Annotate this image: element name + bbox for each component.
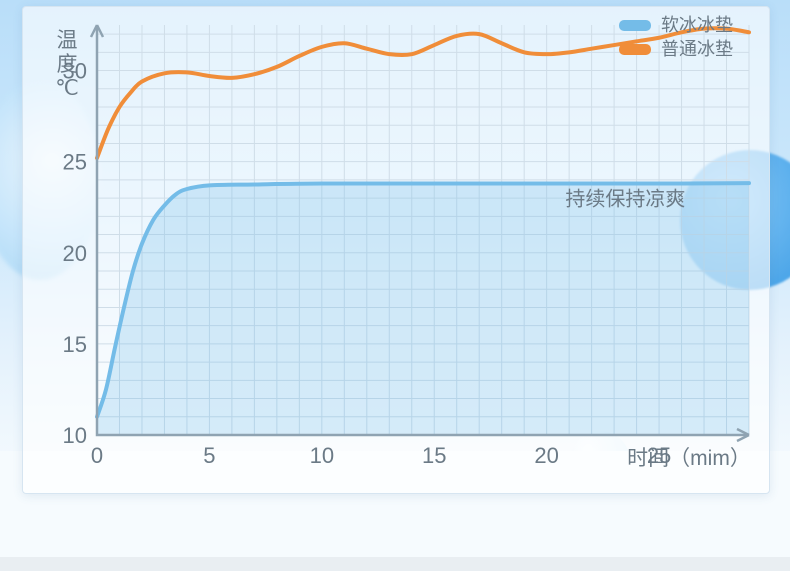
legend-label: 软冰冰垫 [661,15,733,35]
y-tick-label: 15 [63,332,87,357]
x-axis-title: 时间（mim） [627,447,751,470]
x-tick-label: 0 [91,443,103,468]
y-axis-title: 度 [57,53,78,76]
legend-label: 普通冰垫 [661,39,733,59]
y-axis-title: ℃ [55,77,79,100]
temperature-chart-card: 05101520251015202530温度℃时间（mim）持续保持凉爽软冰冰垫… [22,6,770,494]
annotation-label: 持续保持凉爽 [565,187,685,210]
legend-swatch [619,20,651,31]
x-tick-label: 5 [203,443,215,468]
y-axis-title: 温 [57,29,78,52]
y-tick-label: 25 [63,150,87,175]
y-tick-label: 10 [63,423,87,448]
series-line-1 [97,28,749,158]
bg-decoration [0,557,790,571]
legend-swatch [619,44,651,55]
x-tick-label: 10 [310,443,334,468]
x-tick-label: 20 [534,443,558,468]
series-fill-0 [97,183,749,435]
y-tick-label: 20 [63,241,87,266]
x-tick-label: 15 [422,443,446,468]
temperature-chart: 05101520251015202530温度℃时间（mim）持续保持凉爽软冰冰垫… [23,7,769,493]
